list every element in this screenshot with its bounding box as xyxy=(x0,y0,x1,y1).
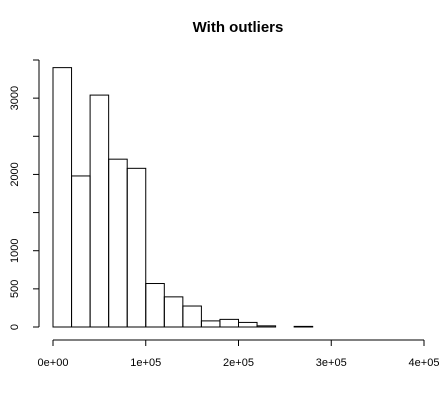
y-tick-label: 3000 xyxy=(9,86,21,110)
y-tick-label: 1000 xyxy=(9,238,21,262)
x-tick-label: 3e+05 xyxy=(316,357,347,369)
histogram-bar xyxy=(71,175,91,328)
x-tick-label: 2e+05 xyxy=(223,357,254,369)
histogram-bar xyxy=(293,325,314,328)
chart-title: With outliers xyxy=(193,19,284,36)
x-tick-label: 0e+00 xyxy=(38,357,69,369)
histogram-bar xyxy=(182,305,202,328)
y-axis: 0 500 1000 2000 3000 xyxy=(9,59,40,330)
histogram-bar xyxy=(256,325,277,328)
x-tick-label: 1e+05 xyxy=(130,357,161,369)
histogram-bars xyxy=(52,67,314,328)
y-tick-label: 0 xyxy=(9,324,21,330)
histogram-bar xyxy=(238,321,258,328)
x-axis: 0e+00 1e+05 2e+05 3e+05 4e+05 xyxy=(38,339,440,369)
histogram-bar xyxy=(145,283,165,328)
histogram-bar xyxy=(89,94,110,328)
histogram-bar xyxy=(163,296,184,328)
x-tick-label: 4e+05 xyxy=(409,357,440,369)
histogram-bar xyxy=(52,67,73,328)
histogram-bar xyxy=(219,318,239,328)
y-tick-label: 2000 xyxy=(9,162,21,186)
y-tick-label: 500 xyxy=(9,280,21,298)
histogram-bar xyxy=(126,167,147,328)
histogram-bar xyxy=(200,320,221,328)
histogram-bar xyxy=(108,158,128,328)
